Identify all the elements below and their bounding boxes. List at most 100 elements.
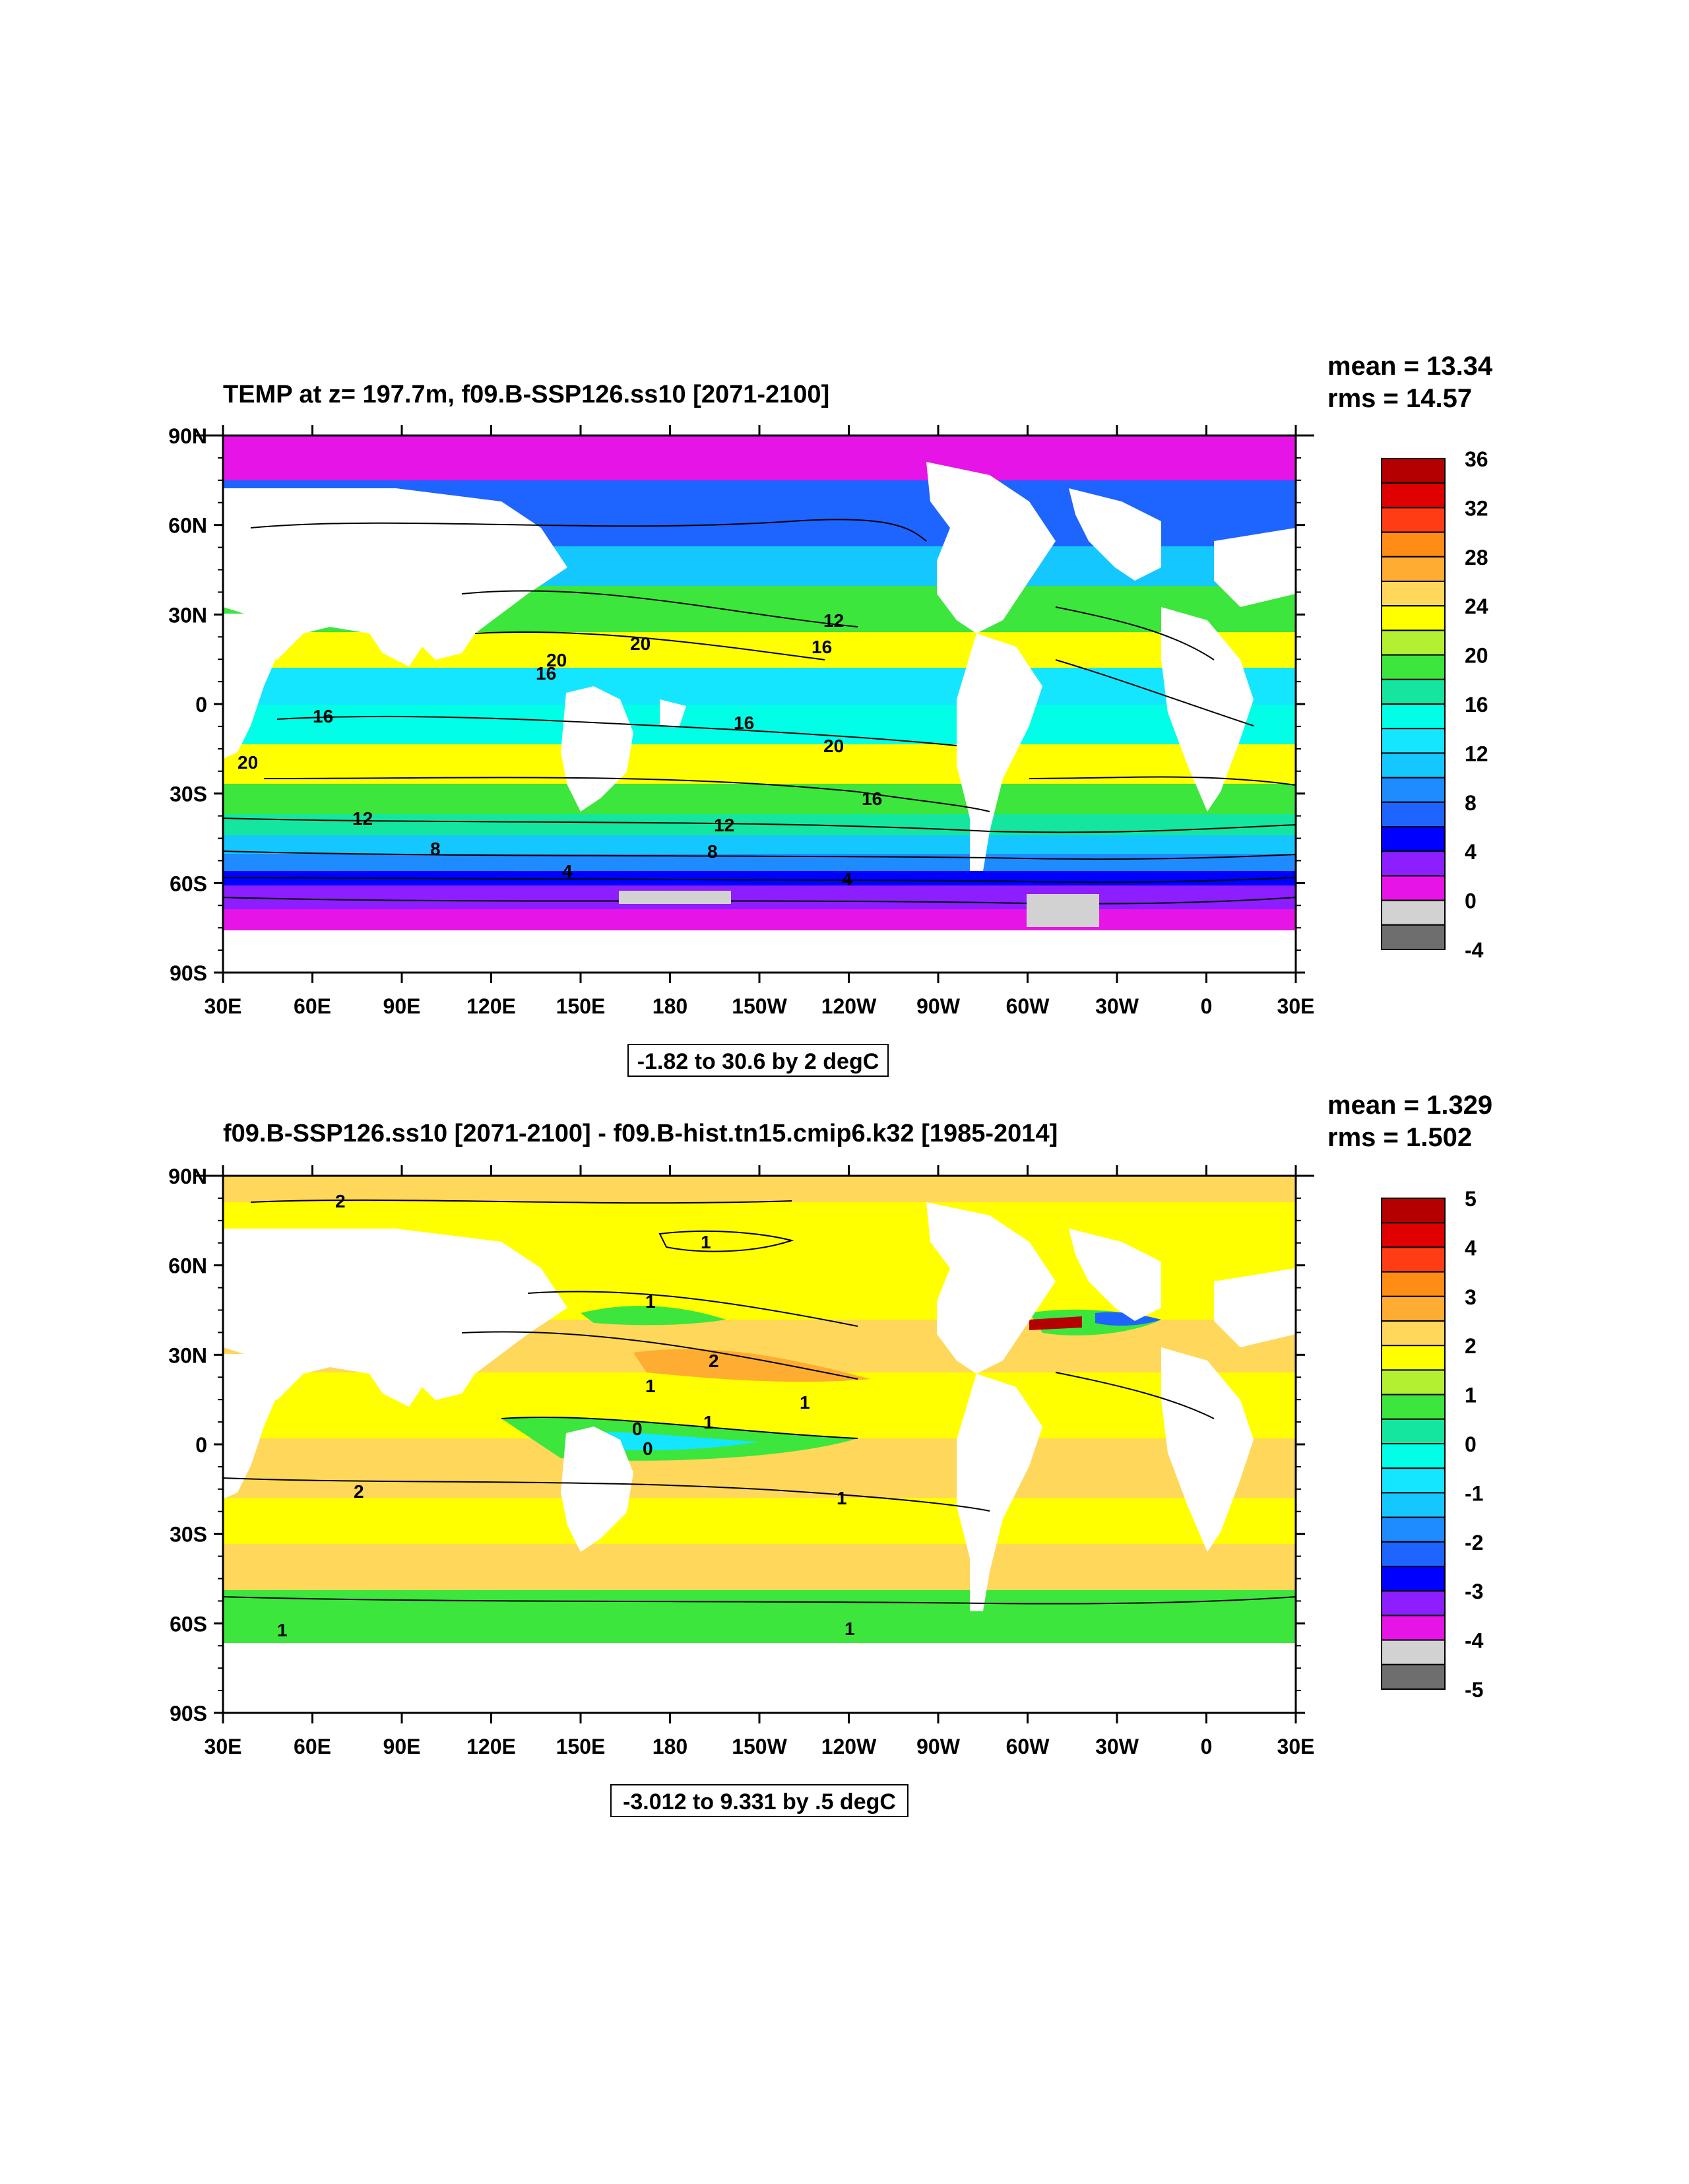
contour-label: 4 — [562, 861, 573, 882]
colorbar-swatch — [1381, 678, 1446, 705]
contour-info: -1.82 to 30.6 by 2 degC — [637, 1049, 879, 1074]
contour-label: 8 — [707, 841, 718, 862]
colorbar-swatch — [1381, 629, 1446, 656]
contour-info: -3.012 to 9.331 by .5 degC — [623, 1789, 896, 1815]
lat-tick-label: 90S — [170, 1702, 207, 1725]
lon-tick-label: 90W — [916, 1735, 961, 1758]
colorbar-label: 32 — [1465, 496, 1488, 520]
colorbar-swatch — [1381, 1467, 1446, 1494]
colorbar-swatch — [1381, 826, 1446, 852]
colorbar-swatch — [1381, 875, 1446, 901]
contour-label: 16 — [536, 663, 556, 684]
contour-label: 20 — [546, 650, 567, 670]
lon-tick-label: 60W — [1006, 1735, 1050, 1758]
lon-tick-label: 0 — [1201, 1735, 1213, 1758]
rms-value: rms = 1.502 — [1327, 1123, 1472, 1152]
lat-tick-label: 30N — [168, 603, 207, 627]
lon-tick-label: 150E — [556, 994, 606, 1018]
lat-tick-label: 0 — [195, 1433, 207, 1457]
contour-label: 12 — [823, 610, 844, 631]
colorbar-swatch — [1381, 728, 1446, 754]
mean-value: mean = 1.329 — [1327, 1091, 1492, 1120]
axes-difference: 90N 60N 30N 0 30S 60S 90S 30E 60E 90E 120E 150E 180 1… — [168, 1165, 1314, 1758]
lon-tick-label: 30E — [205, 994, 242, 1018]
contour-label: 1 — [277, 1620, 288, 1640]
contour-label: 16 — [734, 713, 754, 733]
lat-tick-label: 90S — [170, 961, 207, 985]
contour-label: 1 — [703, 1412, 714, 1432]
colorbar-swatch — [1381, 801, 1446, 828]
colorbar-swatch — [1381, 1394, 1446, 1420]
colorbar-label: 12 — [1465, 742, 1488, 765]
colorbar-label: 4 — [1465, 840, 1477, 864]
contour-label: 16 — [812, 637, 832, 657]
colorbar-swatch — [1381, 1222, 1446, 1248]
colorbar-temperature: 36 32 28 24 20 16 12 8 4 0 -4 — [1381, 447, 1488, 962]
contour-label: 1 — [645, 1291, 656, 1312]
colorbar-label: -1 — [1465, 1481, 1483, 1505]
lat-tick-label: 60N — [168, 514, 207, 538]
lon-tick-label: 180 — [653, 994, 687, 1018]
colorbar-swatch — [1381, 851, 1446, 877]
info-box — [610, 1784, 908, 1817]
map-difference: 2 1 1 2 1 1 0 0 1 2 1 1 1 — [223, 1176, 1296, 1713]
colorbar-label: -2 — [1465, 1531, 1483, 1555]
lon-tick-label: 90E — [383, 1735, 421, 1758]
lon-tick-label: 30E — [1277, 1735, 1315, 1758]
colorbar-label: 36 — [1465, 447, 1488, 471]
lon-tick-label: 90W — [916, 994, 961, 1018]
panel-difference: f09.B-SSP126.ss10 [2071-2100] - f09.B-hi… — [168, 1091, 1492, 1817]
contour-label: 2 — [709, 1351, 719, 1371]
panel-title: f09.B-SSP126.ss10 [2071-2100] - f09.B-hi… — [223, 1120, 1058, 1147]
lon-tick-label: 30W — [1095, 1735, 1139, 1758]
colorbar-label: 3 — [1465, 1285, 1477, 1309]
lon-tick-label: 150W — [732, 1735, 787, 1758]
contour-label: 12 — [714, 815, 734, 835]
colorbar-swatch — [1381, 703, 1446, 730]
contour-label: 20 — [238, 752, 258, 773]
mean-value: mean = 13.34 — [1327, 352, 1493, 381]
lat-tick-label: 30N — [168, 1343, 207, 1367]
contour-label: 8 — [430, 839, 441, 859]
lon-tick-label: 120E — [466, 994, 516, 1018]
contour-label: 1 — [645, 1376, 656, 1396]
colorbar-label: 5 — [1465, 1187, 1477, 1211]
lat-tick-label: 60N — [168, 1254, 207, 1278]
colorbar-swatch — [1381, 1492, 1446, 1518]
colorbar-label: -4 — [1465, 938, 1484, 962]
panel-title: TEMP at z= 197.7m, f09.B-SSP126.ss10 [20… — [223, 381, 829, 408]
lat-tick-label: 90N — [168, 424, 207, 448]
lon-tick-label: 60E — [294, 1735, 331, 1758]
contour-label: 20 — [823, 736, 844, 756]
colorbar-swatch — [1381, 531, 1446, 558]
lon-tick-label: 60W — [1006, 994, 1050, 1018]
colorbar-swatch — [1381, 1418, 1446, 1445]
contour-label: 1 — [701, 1232, 711, 1252]
contour-label: 16 — [862, 788, 882, 809]
contour-label: 2 — [335, 1191, 346, 1211]
colorbar-swatch — [1381, 1516, 1446, 1543]
colorbar-swatch — [1381, 507, 1446, 533]
contour-label: 1 — [844, 1619, 855, 1639]
colorbar-swatch — [1381, 1590, 1446, 1617]
colorbar-swatch — [1381, 1295, 1446, 1322]
lat-tick-label: 0 — [195, 693, 207, 717]
colorbar-swatch — [1381, 1615, 1446, 1641]
lon-tick-label: 30E — [205, 1735, 242, 1758]
colorbar-difference: 5 4 3 2 1 0 -1 -2 -3 -4 -5 — [1381, 1187, 1484, 1702]
lon-tick-label: 30W — [1095, 994, 1139, 1018]
contour-label: 12 — [352, 808, 373, 829]
lat-tick-label: 60S — [170, 1612, 207, 1636]
rms-value: rms = 14.57 — [1327, 384, 1472, 413]
colorbar-label: 1 — [1465, 1384, 1477, 1407]
contour-label: 1 — [837, 1488, 847, 1508]
map-temperature: 20 20 16 16 12 16 20 20 16 16 12 12 8 8 … — [223, 435, 1296, 973]
colorbar-swatch — [1381, 581, 1446, 607]
colorbar-swatch — [1381, 556, 1446, 582]
contour-label: 0 — [632, 1419, 643, 1439]
lat-tick-label: 30S — [170, 1523, 207, 1547]
contour-label: 20 — [630, 633, 651, 654]
lon-tick-label: 120W — [821, 994, 877, 1018]
colorbar-label: 8 — [1465, 791, 1477, 815]
lon-tick-label: 150E — [556, 1735, 606, 1758]
